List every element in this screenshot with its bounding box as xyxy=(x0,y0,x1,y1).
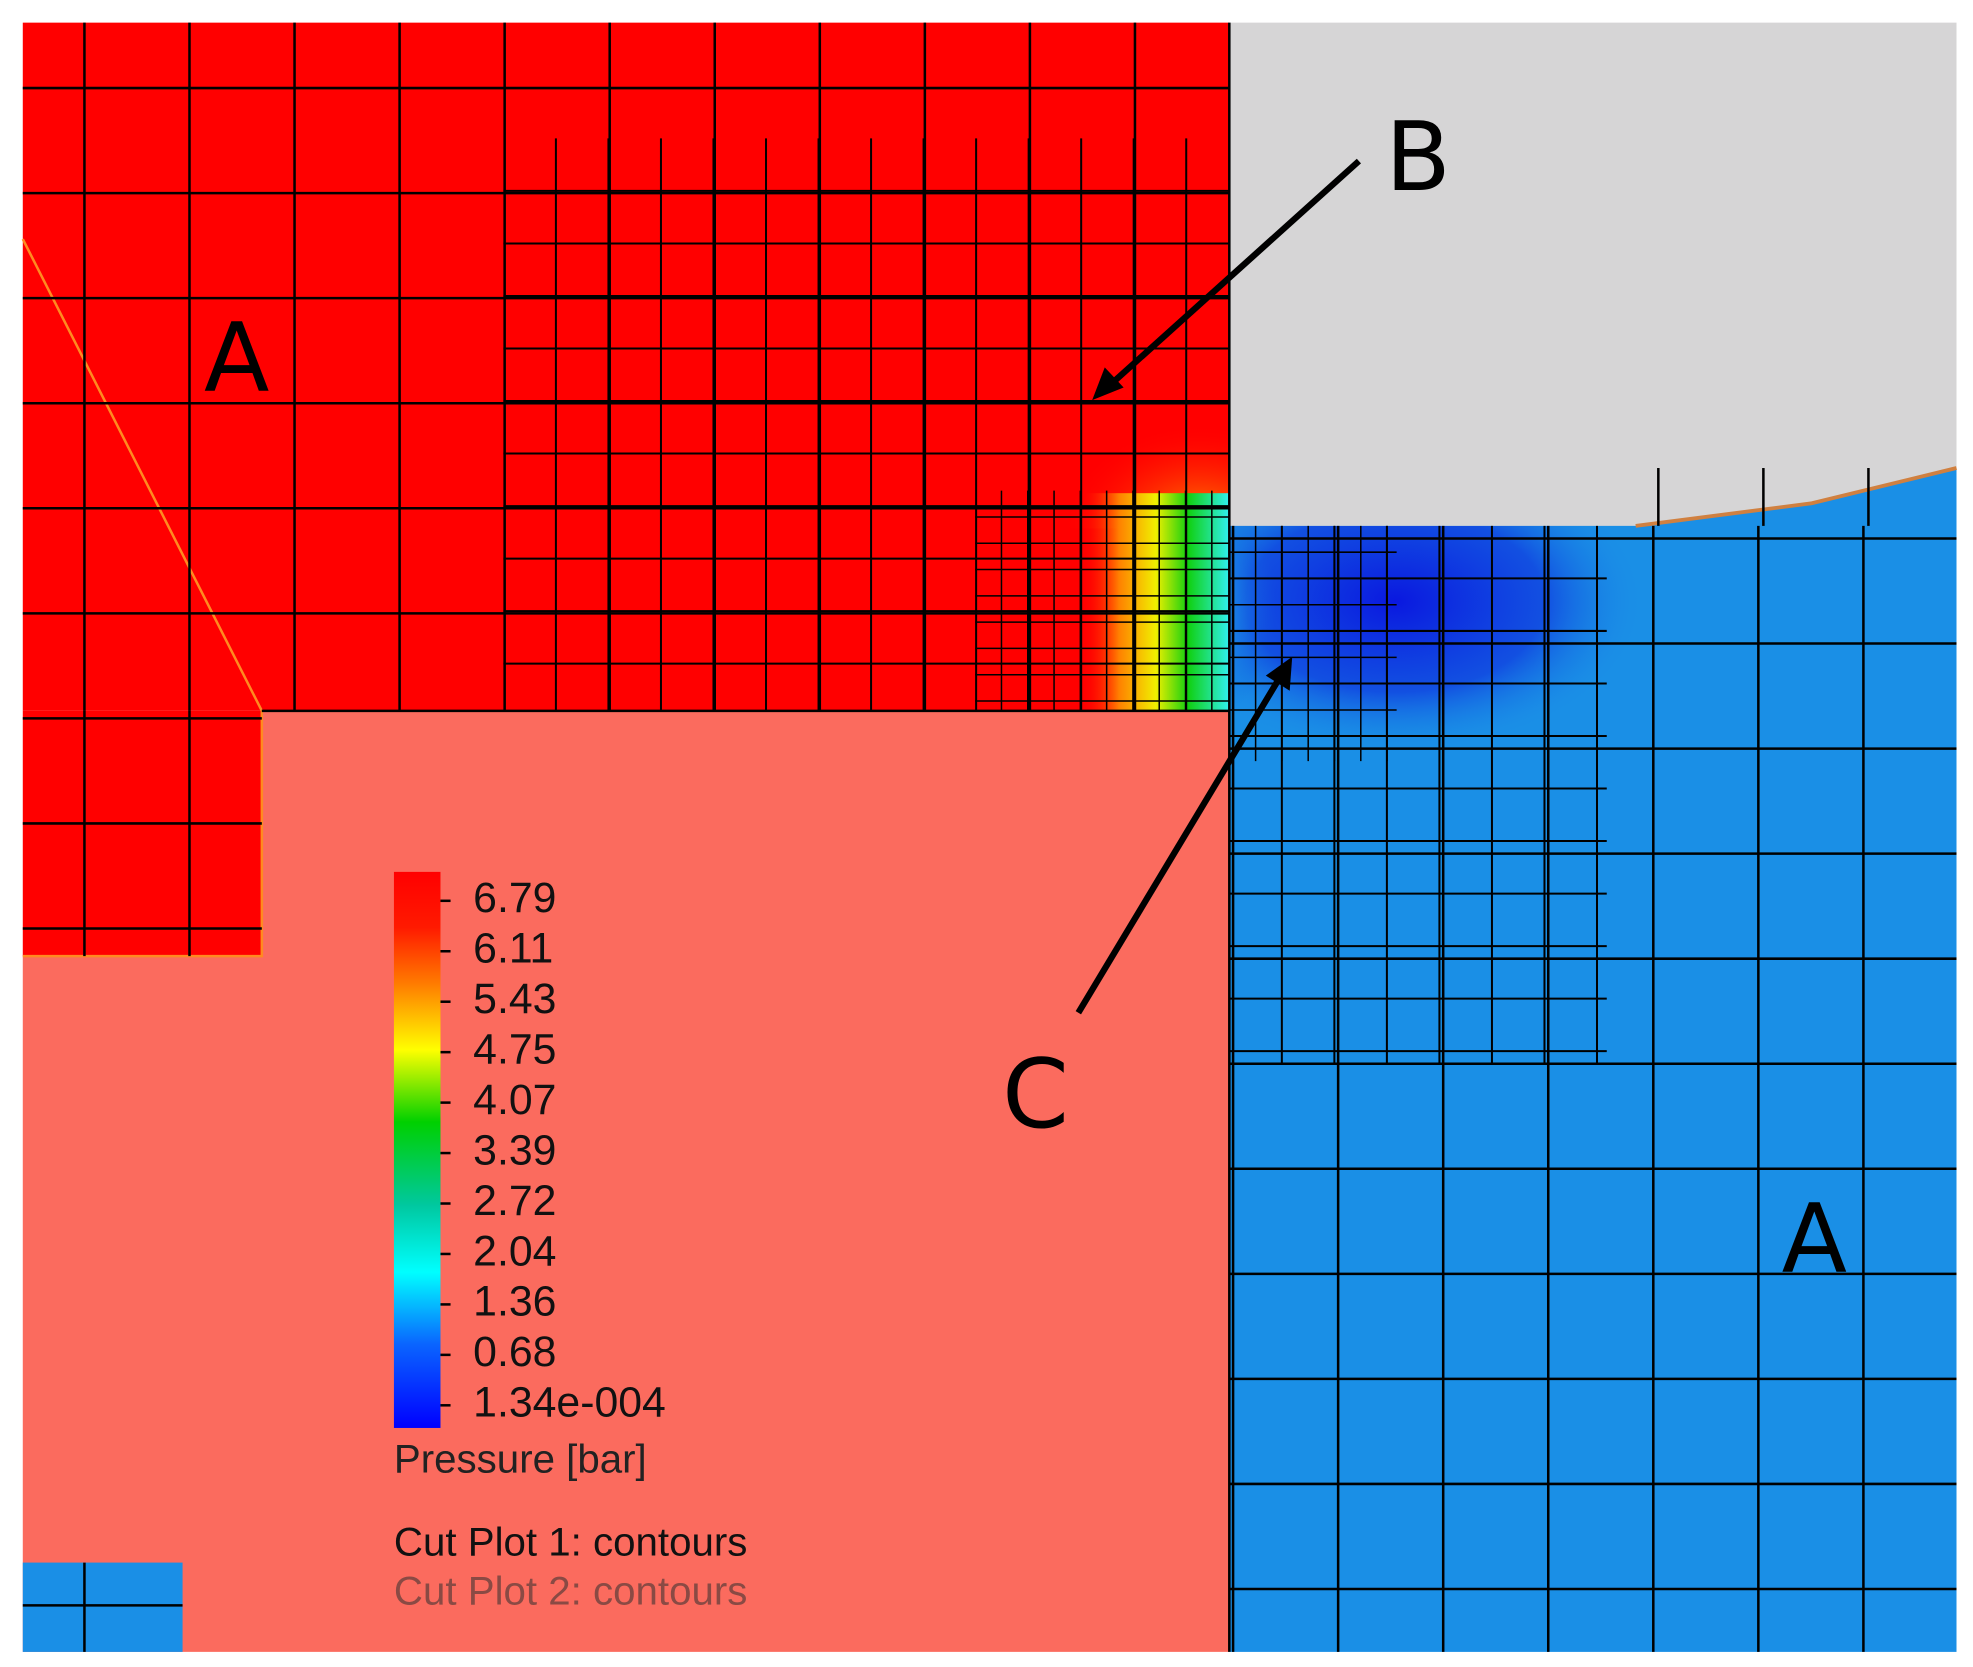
arrow xyxy=(1105,158,1362,390)
edge xyxy=(1635,466,1957,528)
legend-title: Pressure [bar] xyxy=(394,1437,647,1482)
colorbar-label: 1.34e-004 xyxy=(473,1379,666,1427)
region-label: A xyxy=(204,302,269,414)
colorbar-label: 6.79 xyxy=(473,874,556,922)
region-label: B xyxy=(1385,101,1451,213)
region-label: C xyxy=(1002,1038,1069,1150)
region-gray xyxy=(1229,22,1957,526)
colorbar-label: 4.07 xyxy=(473,1076,556,1124)
region-red xyxy=(22,710,262,957)
colorbar-label: 3.39 xyxy=(473,1126,556,1174)
arrowhead xyxy=(1265,656,1293,691)
colorbar-label: 2.04 xyxy=(473,1227,556,1275)
plot-label: Cut Plot 1: contours xyxy=(394,1520,747,1565)
colorbar-label: 2.72 xyxy=(473,1177,556,1225)
colorbar-label: 5.43 xyxy=(473,975,556,1023)
mesh xyxy=(22,22,1957,1652)
colorbar-label: 1.36 xyxy=(473,1278,556,1326)
plot-label: Cut Plot 2: contours xyxy=(394,1569,747,1614)
region-blue xyxy=(22,1562,183,1652)
region-label: A xyxy=(1782,1183,1847,1295)
edge xyxy=(21,238,264,958)
colorbar-label: 4.75 xyxy=(473,1025,556,1073)
arrowhead xyxy=(1092,367,1124,401)
colorbar xyxy=(393,871,441,1428)
region-solid xyxy=(22,710,1230,1652)
arrow xyxy=(1075,673,1284,1015)
colorbar-label: 6.11 xyxy=(473,925,553,973)
gradient-zone xyxy=(1082,493,1230,711)
colorbar-ticks: 6.796.115.434.754.073.392.722.041.360.68… xyxy=(440,874,666,1427)
colorbar-label: 0.68 xyxy=(473,1328,556,1376)
